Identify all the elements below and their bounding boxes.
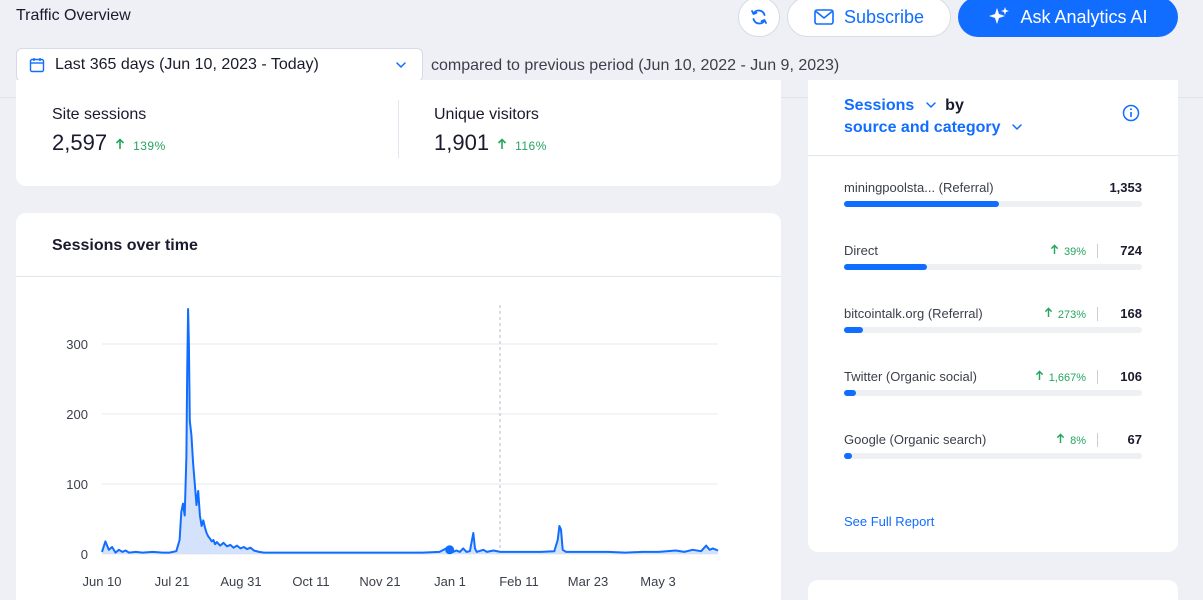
- arrow-up-icon: [115, 138, 125, 149]
- subscribe-button[interactable]: Subscribe: [787, 0, 951, 37]
- source-row[interactable]: miningpoolsta... (Referral) 1,353: [844, 180, 1142, 220]
- source-row[interactable]: Google (Organic search) 8% 67: [844, 432, 1142, 472]
- y-tick-label: 0: [81, 547, 88, 562]
- stat-unique-visitors[interactable]: Unique visitors 1,901 116%: [434, 106, 547, 156]
- calendar-icon: [29, 58, 45, 73]
- stat-label: Unique visitors: [434, 106, 539, 123]
- next-card: [808, 580, 1178, 600]
- x-tick-label: Oct 11: [292, 574, 329, 589]
- sessions-chart[interactable]: 0 100 200 300 Jun 10 Jul 21 Aug 31 Oct 11 Nov 21…: [16, 213, 781, 600]
- x-tick-label: Jun 10: [82, 574, 121, 589]
- y-tick-label: 200: [66, 407, 88, 422]
- dimension-dropdown[interactable]: source and category: [844, 119, 1023, 136]
- info-icon[interactable]: [1122, 104, 1140, 122]
- separator: [1097, 244, 1098, 258]
- separator: [1097, 307, 1098, 321]
- source-name: Google (Organic search): [844, 432, 987, 447]
- comparison-period-text: compared to previous period (Jun 10, 202…: [431, 57, 840, 74]
- ask-analytics-ai-button[interactable]: Ask Analytics AI: [958, 0, 1178, 37]
- source-bar-track: [844, 327, 1142, 333]
- source-row[interactable]: bitcointalk.org (Referral) 273% 168: [844, 306, 1142, 346]
- stat-change: 116%: [515, 139, 547, 153]
- stat-label: Site sessions: [52, 106, 147, 123]
- ai-label: Ask Analytics AI: [1020, 6, 1148, 27]
- x-tick-label: May 3: [640, 574, 675, 589]
- source-count: 724: [1120, 243, 1142, 258]
- see-full-report-link[interactable]: See Full Report: [844, 514, 935, 529]
- sessions-chart-card: Sessions over time 0 100 200 300 Jun 10 Jul 2…: [16, 213, 781, 600]
- source-count: 1,353: [1109, 180, 1142, 195]
- divider: [398, 100, 399, 158]
- x-tick-label: Nov 21: [359, 574, 400, 589]
- arrow-up-icon: [1035, 370, 1043, 380]
- source-count: 67: [1127, 432, 1142, 447]
- x-tick-label: Feb 11: [499, 574, 539, 589]
- source-bar-fill: [844, 201, 999, 207]
- series-line: [101, 308, 719, 554]
- source-change: 8%: [1056, 433, 1086, 447]
- source-bar-fill: [844, 327, 864, 333]
- source-bar-track: [844, 453, 1142, 459]
- y-tick-label: 100: [66, 477, 88, 492]
- x-tick-label: Jan 1: [434, 574, 466, 589]
- arrow-up-icon: [497, 138, 507, 149]
- chevron-down-icon: [1012, 124, 1022, 131]
- y-tick-label: 300: [66, 337, 88, 352]
- chevron-down-icon: [925, 102, 936, 109]
- source-bar-track: [844, 264, 1142, 270]
- source-name: miningpoolsta... (Referral): [844, 180, 994, 195]
- stats-card: Site sessions 2,597 139% Unique visitors…: [16, 80, 781, 186]
- source-name: Twitter (Organic social): [844, 369, 977, 384]
- stat-value: 1,901: [434, 130, 490, 155]
- page-title: Traffic Overview: [16, 7, 131, 24]
- source-bar-fill: [844, 453, 852, 459]
- sparkle-icon: [989, 7, 1010, 24]
- stat-change: 139%: [133, 139, 166, 153]
- metric-dropdown[interactable]: Sessions: [844, 97, 941, 114]
- source-change: 273%: [1044, 307, 1086, 321]
- stat-site-sessions[interactable]: Site sessions 2,597 139%: [52, 106, 166, 156]
- arrow-up-icon: [1056, 433, 1065, 443]
- source-count: 106: [1120, 369, 1142, 384]
- source-name: Direct: [844, 243, 878, 258]
- chart-title: Sessions over time: [52, 237, 198, 254]
- source-bar-track: [844, 390, 1142, 396]
- refresh-icon: [751, 9, 767, 25]
- by-label: by: [945, 97, 964, 114]
- separator: [1097, 433, 1098, 447]
- arrow-up-icon: [1044, 307, 1053, 317]
- series-area: [102, 309, 718, 554]
- divider: [16, 276, 781, 277]
- mail-icon: [814, 9, 834, 25]
- source-change: 1,667%: [1035, 370, 1086, 384]
- source-name: bitcointalk.org (Referral): [844, 306, 983, 321]
- subscribe-label: Subscribe: [843, 6, 925, 27]
- source-bar-fill: [844, 390, 856, 396]
- source-row[interactable]: Direct 39% 724: [844, 243, 1142, 283]
- stat-value: 2,597: [52, 130, 108, 155]
- source-count: 168: [1120, 306, 1142, 321]
- date-range-value: Last 365 days (Jun 10, 2023 - Today): [55, 56, 319, 73]
- separator: [1097, 370, 1098, 384]
- arrow-up-icon: [1050, 244, 1059, 254]
- refresh-button[interactable]: [738, 0, 780, 37]
- x-tick-label: Aug 31: [220, 574, 261, 589]
- source-card-header: Sessions by source and category: [844, 95, 1023, 139]
- x-tick-label: Jul 21: [155, 574, 190, 589]
- source-bar-fill: [844, 264, 928, 270]
- sessions-by-source-card: Sessions by source and category miningpo…: [808, 80, 1178, 552]
- source-change: 39%: [1050, 244, 1086, 258]
- date-range-select[interactable]: Last 365 days (Jun 10, 2023 - Today): [16, 48, 423, 82]
- source-row[interactable]: Twitter (Organic social) 1,667% 106: [844, 369, 1142, 409]
- highlight-point: [445, 545, 455, 555]
- source-bar-track: [844, 201, 1142, 207]
- x-tick-label: Mar 23: [568, 574, 608, 589]
- chevron-down-icon: [396, 62, 406, 69]
- divider: [808, 155, 1178, 156]
